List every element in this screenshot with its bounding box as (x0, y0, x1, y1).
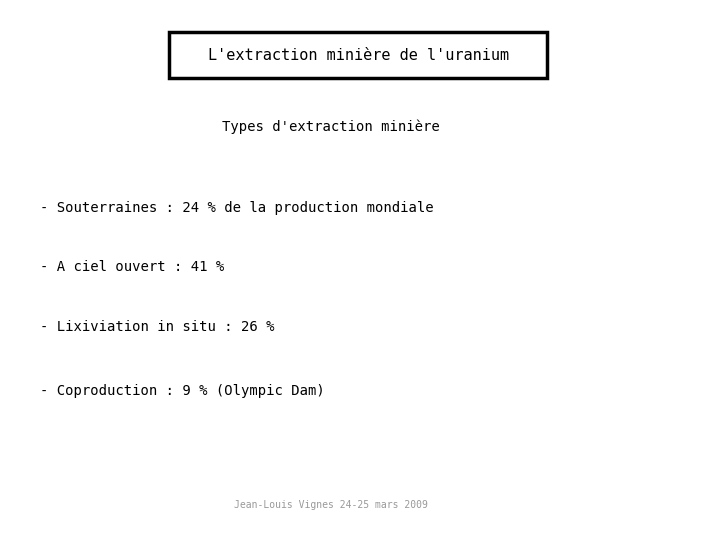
Text: - Coproduction : 9 % (Olympic Dam): - Coproduction : 9 % (Olympic Dam) (40, 384, 324, 399)
Bar (169, 32, 547, 78)
Text: L'extraction minière de l'uranium: L'extraction minière de l'uranium (207, 48, 509, 63)
Text: - A ciel ouvert : 41 %: - A ciel ouvert : 41 % (40, 260, 224, 274)
Text: - Lixiviation in situ : 26 %: - Lixiviation in situ : 26 % (40, 320, 274, 334)
Text: Jean-Louis Vignes 24-25 mars 2009: Jean-Louis Vignes 24-25 mars 2009 (234, 500, 428, 510)
Text: Types d'extraction minière: Types d'extraction minière (222, 120, 440, 134)
Text: - Souterraines : 24 % de la production mondiale: - Souterraines : 24 % de la production m… (40, 201, 433, 215)
